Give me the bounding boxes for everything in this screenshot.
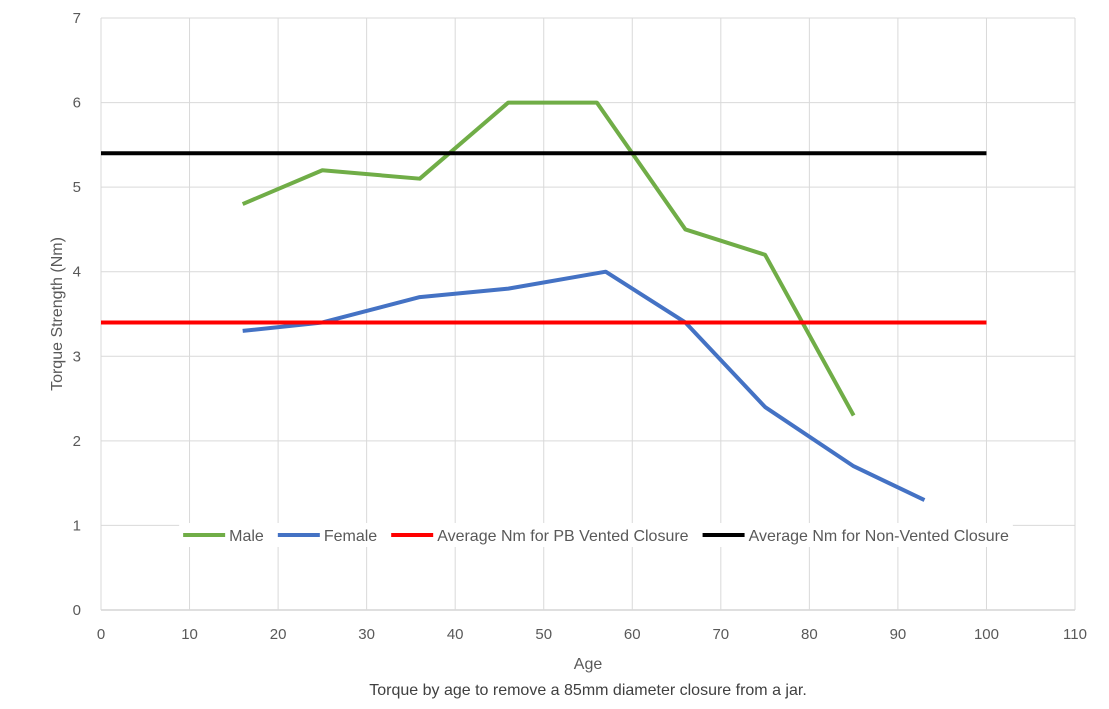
y-tick-label: 4 [73, 264, 81, 281]
y-tick-label: 1 [73, 517, 81, 534]
y-tick-label: 5 [73, 179, 81, 196]
y-tick-label: 3 [73, 348, 81, 365]
y-tick-label: 6 [73, 95, 81, 112]
x-tick-label: 20 [270, 626, 287, 643]
x-tick-label: 80 [801, 626, 818, 643]
series-lines [101, 100, 987, 502]
chart-caption: Torque by age to remove a 85mm diameter … [369, 682, 807, 699]
x-tick-label: 70 [712, 626, 729, 643]
x-tick-label: 10 [181, 626, 198, 643]
legend-label: Female [324, 528, 377, 545]
x-tick-label: 110 [1063, 626, 1087, 643]
x-axis-title: Age [574, 656, 603, 673]
series-line-female [242, 269, 926, 502]
y-axis-title: Torque Strength (Nm) [49, 237, 66, 391]
gridlines [100, 17, 1076, 611]
x-tick-label: 50 [535, 626, 552, 643]
x-tick-label: 100 [974, 626, 999, 643]
x-tick-label: 0 [97, 626, 105, 643]
legend-label: Average Nm for PB Vented Closure [437, 528, 688, 545]
y-tick-label: 2 [73, 433, 81, 450]
x-tick-label: 60 [624, 626, 641, 643]
series-line-male [241, 100, 856, 417]
legend-label: Male [229, 528, 264, 545]
x-tick-label: 30 [358, 626, 375, 643]
x-tick-label: 90 [890, 626, 907, 643]
x-tick-label: 40 [447, 626, 464, 643]
legend: Male Female Average Nm for PB Vented Closu… [179, 523, 1013, 547]
legend-label: Average Nm for Non-Vented Closure [749, 528, 1009, 545]
y-tick-label: 0 [73, 602, 81, 619]
y-tick-label: 7 [73, 10, 81, 27]
